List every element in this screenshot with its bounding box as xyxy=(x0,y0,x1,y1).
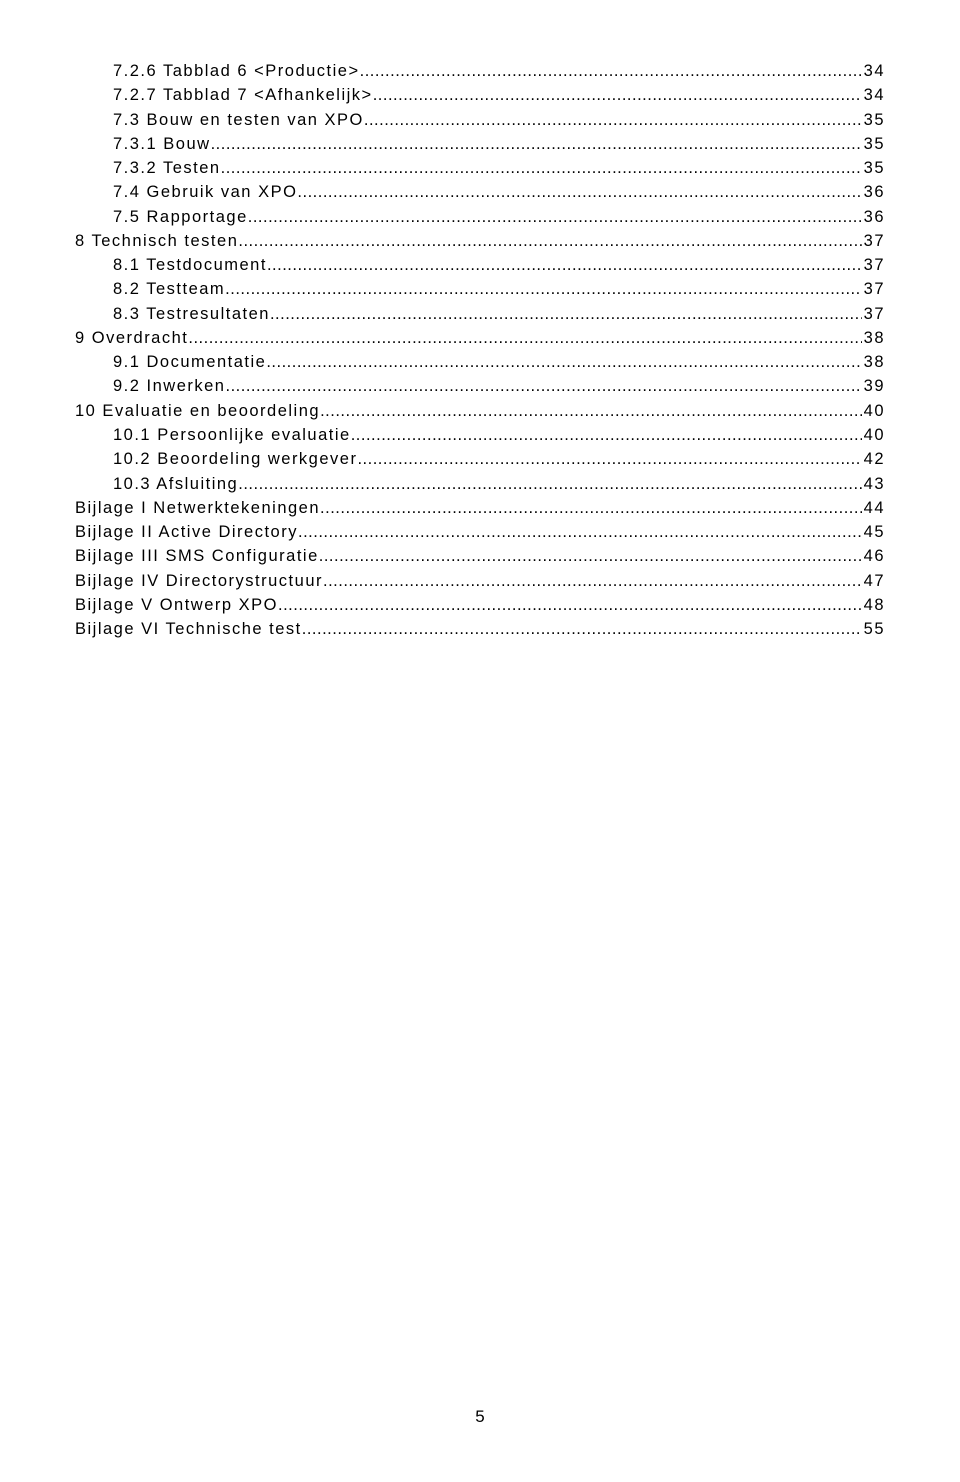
toc-dots xyxy=(364,109,862,131)
toc-entry-label: 10 Evaluatie en beoordeling xyxy=(75,400,320,422)
toc-entry-label: 8 Technisch testen xyxy=(75,230,238,252)
toc-dots xyxy=(320,400,862,422)
toc-dots xyxy=(357,448,861,470)
toc-entry-page: 48 xyxy=(862,594,885,616)
toc-entry-label: 10.2 Beoordeling werkgever xyxy=(113,448,357,470)
toc-dots xyxy=(302,618,862,640)
toc-entry-page: 34 xyxy=(862,60,885,82)
toc-entry-page: 55 xyxy=(862,618,885,640)
toc-entry: 10.1 Persoonlijke evaluatie 40 xyxy=(75,424,885,446)
toc-entry-label: 10.3 Afsluiting xyxy=(113,473,238,495)
toc-dots xyxy=(270,303,862,325)
toc-entry: 7.3 Bouw en testen van XPO 35 xyxy=(75,109,885,131)
toc-dots xyxy=(298,521,862,543)
toc-entry-label: 7.3.2 Testen xyxy=(113,157,221,179)
toc-dots xyxy=(238,473,861,495)
toc-entry: 7.5 Rapportage 36 xyxy=(75,206,885,228)
toc-dots xyxy=(225,375,861,397)
toc-dots xyxy=(238,230,861,252)
toc-dots xyxy=(248,206,862,228)
toc-entry-page: 47 xyxy=(862,570,885,592)
toc-entry-label: 8.3 Testresultaten xyxy=(113,303,270,325)
toc-entry-page: 43 xyxy=(862,473,885,495)
toc-entry-label: 7.4 Gebruik van XPO xyxy=(113,181,297,203)
toc-entry-page: 44 xyxy=(862,497,885,519)
toc-entry-label: 8.1 Testdocument xyxy=(113,254,267,276)
toc-entry: 10.2 Beoordeling werkgever 42 xyxy=(75,448,885,470)
toc-entry: 7.3.2 Testen 35 xyxy=(75,157,885,179)
toc-entry: 10.3 Afsluiting 43 xyxy=(75,473,885,495)
toc-dots xyxy=(225,278,861,300)
toc-entry-page: 34 xyxy=(862,84,885,106)
toc-entry-page: 46 xyxy=(862,545,885,567)
toc-entry-label: Bijlage III SMS Configuratie xyxy=(75,545,319,567)
toc-entry: 7.2.6 Tabblad 6 <Productie> 34 xyxy=(75,60,885,82)
toc-entry: Bijlage II Active Directory 45 xyxy=(75,521,885,543)
toc-entry-page: 42 xyxy=(862,448,885,470)
toc-dots xyxy=(351,424,862,446)
toc-entry-page: 38 xyxy=(862,351,885,373)
toc-entry-label: 8.2 Testteam xyxy=(113,278,225,300)
toc-entry-label: 9.2 Inwerken xyxy=(113,375,225,397)
toc-entry-label: 9.1 Documentatie xyxy=(113,351,266,373)
toc-entry-page: 39 xyxy=(862,375,885,397)
toc-entry-label: 9 Overdracht xyxy=(75,327,188,349)
toc-dots xyxy=(319,545,862,567)
toc-dots xyxy=(211,133,862,155)
toc-entry: Bijlage VI Technische test 55 xyxy=(75,618,885,640)
toc-entry-page: 37 xyxy=(862,254,885,276)
toc-entry-label: 7.5 Rapportage xyxy=(113,206,248,228)
page-number: 5 xyxy=(475,1407,484,1427)
toc-entry-page: 37 xyxy=(862,278,885,300)
toc-entry-page: 45 xyxy=(862,521,885,543)
toc-entry-page: 36 xyxy=(862,206,885,228)
toc-entry: 8.3 Testresultaten 37 xyxy=(75,303,885,325)
toc-entry-label: 7.3 Bouw en testen van XPO xyxy=(113,109,364,131)
toc-entry: 8.1 Testdocument 37 xyxy=(75,254,885,276)
toc-dots xyxy=(188,327,861,349)
toc-entry-label: 7.2.6 Tabblad 6 <Productie> xyxy=(113,60,360,82)
toc-entry: 9.1 Documentatie 38 xyxy=(75,351,885,373)
toc-entry-page: 35 xyxy=(862,133,885,155)
toc-entry: 7.4 Gebruik van XPO 36 xyxy=(75,181,885,203)
toc-entry: Bijlage V Ontwerp XPO 48 xyxy=(75,594,885,616)
toc-dots xyxy=(360,60,862,82)
toc-entry-page: 35 xyxy=(862,109,885,131)
toc-entry: 9.2 Inwerken 39 xyxy=(75,375,885,397)
toc-dots xyxy=(297,181,861,203)
toc-entry-label: Bijlage VI Technische test xyxy=(75,618,302,640)
toc-entry: 9 Overdracht 38 xyxy=(75,327,885,349)
toc-entry-label: 10.1 Persoonlijke evaluatie xyxy=(113,424,351,446)
toc-entry-label: Bijlage II Active Directory xyxy=(75,521,298,543)
toc-entry: 7.3.1 Bouw 35 xyxy=(75,133,885,155)
toc-entry-page: 36 xyxy=(862,181,885,203)
toc-entry-label: 7.3.1 Bouw xyxy=(113,133,211,155)
toc-entry-page: 38 xyxy=(862,327,885,349)
toc-entry: Bijlage IV Directorystructuur 47 xyxy=(75,570,885,592)
toc-dots xyxy=(373,84,862,106)
toc-entry: Bijlage III SMS Configuratie 46 xyxy=(75,545,885,567)
toc-entry-label: Bijlage I Netwerktekeningen xyxy=(75,497,320,519)
toc-entry-page: 37 xyxy=(862,303,885,325)
toc-dots xyxy=(267,254,862,276)
table-of-contents: 7.2.6 Tabblad 6 <Productie>347.2.7 Tabbl… xyxy=(75,60,885,640)
toc-entry: 8 Technisch testen 37 xyxy=(75,230,885,252)
toc-entry-label: Bijlage V Ontwerp XPO xyxy=(75,594,278,616)
toc-dots xyxy=(320,497,862,519)
toc-entry-page: 35 xyxy=(862,157,885,179)
toc-entry-page: 40 xyxy=(862,400,885,422)
toc-entry-page: 37 xyxy=(862,230,885,252)
toc-entry-page: 40 xyxy=(862,424,885,446)
toc-entry-label: Bijlage IV Directorystructuur xyxy=(75,570,323,592)
toc-dots xyxy=(278,594,862,616)
toc-dots xyxy=(323,570,862,592)
toc-entry-label: 7.2.7 Tabblad 7 <Afhankelijk> xyxy=(113,84,373,106)
toc-dots xyxy=(266,351,861,373)
toc-entry: 10 Evaluatie en beoordeling 40 xyxy=(75,400,885,422)
toc-entry: 8.2 Testteam 37 xyxy=(75,278,885,300)
toc-entry: 7.2.7 Tabblad 7 <Afhankelijk> 34 xyxy=(75,84,885,106)
toc-entry: Bijlage I Netwerktekeningen 44 xyxy=(75,497,885,519)
toc-dots xyxy=(221,157,862,179)
